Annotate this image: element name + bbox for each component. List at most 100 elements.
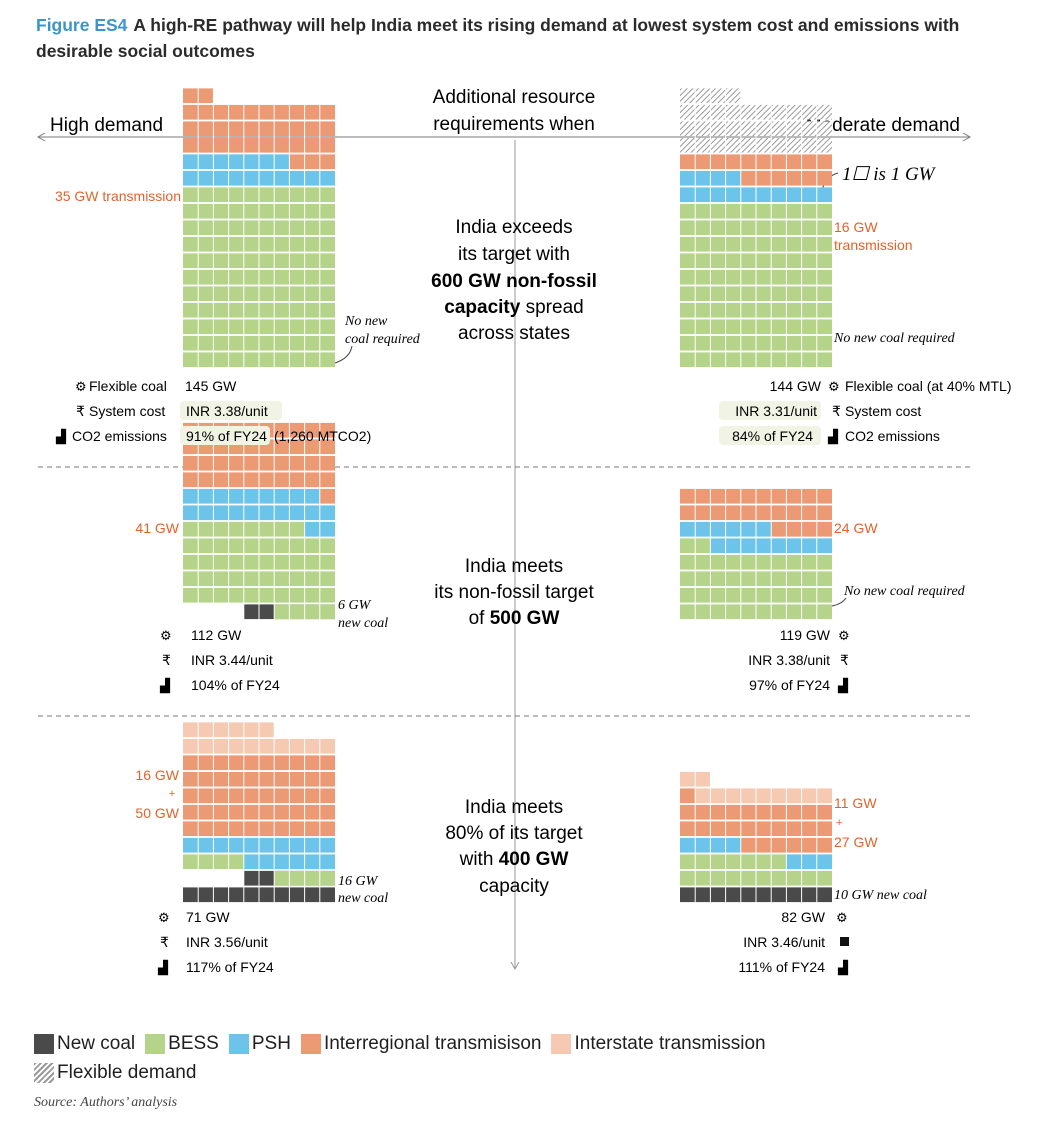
- label-plus-1: +: [169, 788, 175, 800]
- flexible-coal-value: 144 GW: [770, 378, 822, 394]
- waffle-segment-interregional-transmission: [289, 154, 335, 170]
- header-center-line2: requirements when: [433, 114, 595, 135]
- moderate-demand-label: Moderate demand: [806, 115, 960, 136]
- scenario-3-line2: 80% of its target: [445, 823, 583, 844]
- no-new-coal-1b: coal required: [345, 332, 421, 347]
- highlight-bg: [180, 401, 282, 420]
- legend-label: Interregional transmisison: [323, 1033, 542, 1054]
- system-cost-label: System cost: [845, 403, 921, 419]
- waffle-segment-psh: [183, 488, 320, 504]
- legend-swatch: [145, 1034, 166, 1054]
- co2-value: 104% of FY24: [191, 677, 280, 693]
- system-cost-value: INR 3.56/unit: [186, 934, 268, 950]
- square-marker-icon: [840, 937, 849, 946]
- waffle-high-600: [183, 87, 335, 368]
- label-16gw: 16 GW: [834, 219, 878, 235]
- co2-value: 111% of FY24: [738, 959, 825, 975]
- label-11gw: 11 GW: [834, 795, 877, 811]
- waffle-segment-interregional-transmission: [319, 488, 335, 504]
- svg-text:capacity spread: capacity spread: [444, 297, 583, 318]
- co2-label: CO2 emissions: [72, 428, 167, 444]
- arrow-down-icon: [510, 961, 520, 971]
- scenario-3-text: India meets 80% of its target with 400 G…: [445, 797, 583, 897]
- rupee-icon: ₹: [832, 403, 841, 419]
- label-27gw: 27 GW: [834, 834, 878, 850]
- waffle-labels: 35 GW transmission No new coal required …: [55, 188, 966, 906]
- label-16gw-coal: 16 GW: [338, 874, 379, 889]
- no-new-coal-4: No new coal required: [843, 584, 966, 599]
- unit-note: 1☐ is 1 GW: [842, 164, 937, 185]
- figure-title-text: A high-RE pathway will help India meet i…: [36, 15, 960, 61]
- system-cost-value: INR 3.38/unit: [748, 652, 830, 668]
- factory-icon: ▟: [159, 677, 171, 694]
- waffle-moderate-500: [680, 488, 832, 620]
- factory-icon: ▟: [827, 428, 839, 445]
- label-16gw-interstate: 16 GW: [135, 767, 179, 783]
- flexible-coal-value: 71 GW: [186, 909, 230, 925]
- legend: New coal BESS PSH Interregional transmisiso…: [34, 1030, 934, 1088]
- rupee-icon: ₹: [160, 934, 169, 950]
- system-cost-label: System cost: [89, 403, 165, 419]
- svg-text:with 400 GW: with 400 GW: [459, 849, 569, 870]
- coal-plant-icon: ⚙: [836, 910, 848, 925]
- highlight-bg: [719, 426, 821, 445]
- co2-value: 91% of FY24: [186, 428, 267, 444]
- flexible-coal-value: 145 GW: [185, 378, 237, 394]
- callout-arrow-icon: [334, 345, 353, 364]
- scenario-3-line4: capacity: [479, 876, 549, 897]
- waffle-segment-psh: [183, 154, 290, 170]
- legend-label: PSH: [251, 1033, 291, 1054]
- legend-label: Interstate transmission: [574, 1033, 766, 1054]
- no-new-coal-1a: No new: [344, 314, 388, 329]
- co2-value: 97% of FY24: [749, 677, 830, 693]
- system-cost-value: INR 3.46/unit: [743, 934, 825, 950]
- scenario-1-line4-bold: capacity: [444, 297, 520, 318]
- scenario-2-text: India meets its non-fossil target of 500…: [434, 556, 594, 629]
- legend-label: New coal: [57, 1033, 136, 1054]
- legend-item-new-coal: New coal: [34, 1030, 135, 1058]
- label-new-coal-6: new coal: [338, 616, 388, 631]
- system-cost-value: INR 3.31/unit: [735, 403, 817, 419]
- legend-item-flexible-demand: Flexible demand: [34, 1059, 196, 1087]
- label-50gw: 50 GW: [135, 805, 179, 821]
- metrics-high-500: ⚙ 112 GW ₹ INR 3.44/unit ▟ 104% of FY24: [159, 627, 280, 694]
- co2-label: CO2 emissions: [845, 428, 940, 444]
- metrics-high-600: ⚙ Flexible coal 145 GW ₹ System cost INR…: [55, 378, 371, 445]
- co2-value: 84% of FY24: [732, 428, 813, 444]
- scenario-1-line2: its target with: [458, 244, 570, 265]
- label-41gw: 41 GW: [135, 520, 179, 536]
- co2-absolute: (1,260 MTCO2): [274, 428, 371, 444]
- scenario-1-line3: 600 GW non-fossil: [431, 271, 597, 292]
- legend-swatch: [300, 1034, 321, 1054]
- metrics-moderate-600: 144 GW ⚙ Flexible coal (at 40% MTL) INR …: [719, 378, 1012, 445]
- label-new-coal-16: new coal: [338, 891, 388, 906]
- scenario-2-line3-a: of: [469, 608, 490, 629]
- label-35gw-transmission: 35 GW transmission: [55, 188, 181, 204]
- waffle-high-500: [183, 422, 335, 620]
- figure-label: Figure ES4: [36, 15, 128, 35]
- waffle-segment-interstate-transmission: [695, 788, 832, 804]
- flexible-coal-value: 119 GW: [780, 627, 831, 643]
- scenario-1-line1: India exceeds: [455, 217, 572, 238]
- figure-title: Figure ES4 A high-RE pathway will help In…: [36, 12, 1026, 64]
- callout-arrow-icon: [831, 597, 847, 607]
- header-center-line1: Additional resource: [433, 87, 596, 108]
- label-24gw: 24 GW: [834, 520, 878, 536]
- waffle-segment-interregional-transmission: [680, 788, 696, 804]
- waffle-moderate-400: [680, 771, 832, 903]
- scenario-2-line2: its non-fossil target: [434, 582, 594, 603]
- no-new-coal-2: No new coal required: [833, 331, 956, 346]
- flexible-coal-label: Flexible coal: [89, 378, 167, 394]
- scenario-3-line1: India meets: [465, 797, 563, 818]
- highlight-bg: [719, 401, 821, 420]
- waffle-moderate-600: [680, 87, 832, 368]
- waffle-segment-psh: [786, 854, 832, 870]
- source-note: Source: Authors’ analysis: [34, 1095, 178, 1110]
- rupee-icon: ₹: [840, 652, 849, 668]
- factory-icon: ▟: [55, 428, 67, 445]
- legend-swatch: [34, 1034, 54, 1054]
- metrics-high-400: ⚙ 71 GW ₹ INR 3.56/unit ▟ 117% of FY24: [157, 909, 274, 976]
- label-10gw-new-coal: 10 GW new coal: [834, 888, 927, 903]
- waffle-segment-bess: [680, 854, 787, 870]
- legend-swatch: [34, 1063, 54, 1083]
